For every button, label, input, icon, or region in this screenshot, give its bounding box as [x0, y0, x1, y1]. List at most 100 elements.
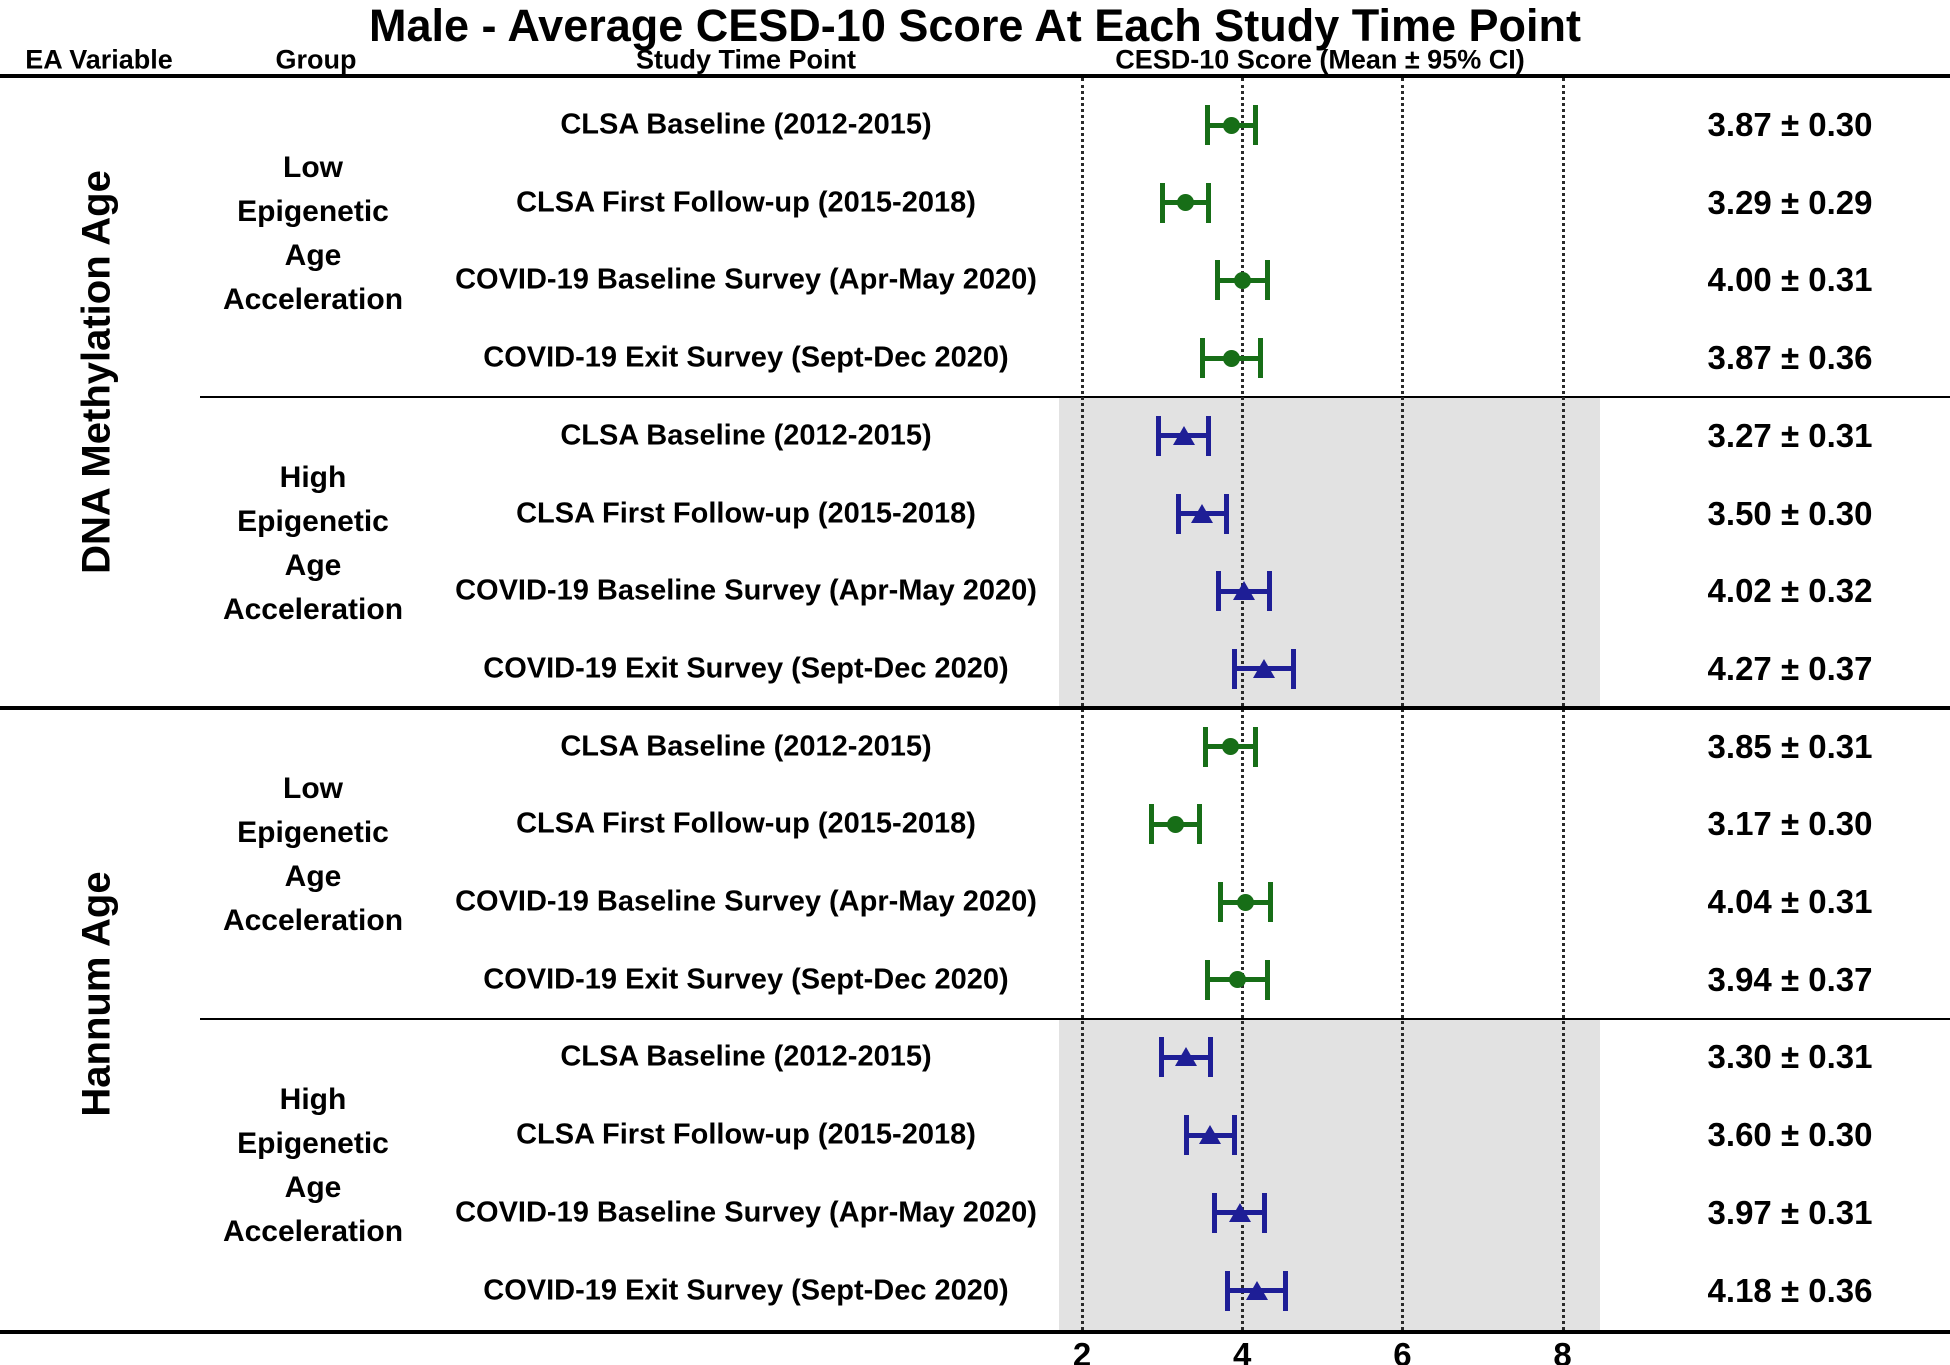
column-header-group: Group — [275, 44, 357, 75]
group-label-line: Epigenetic — [237, 194, 389, 228]
mean-marker-triangle-icon — [1232, 581, 1255, 601]
mean-ci-value-label: 3.17 ± 0.30 — [1707, 805, 1873, 843]
group-separator-line — [200, 395, 1950, 398]
study-time-point-label: COVID-19 Exit Survey (Sept-Dec 2020) — [483, 963, 1009, 996]
error-bar-right-cap — [1252, 726, 1258, 767]
study-time-point-label: CLSA First Follow-up (2015-2018) — [516, 1118, 976, 1151]
mean-ci-value-label: 3.30 ± 0.31 — [1707, 1038, 1873, 1076]
x-axis-tick-label: 8 — [1553, 1336, 1572, 1365]
error-bar-right-cap — [1206, 182, 1212, 223]
mean-ci-value-label: 4.18 ± 0.36 — [1707, 1271, 1873, 1309]
gridline — [1241, 78, 1245, 1330]
column-header-ea-variable: EA Variable — [25, 44, 173, 75]
study-time-point-label: CLSA First Follow-up (2015-2018) — [516, 807, 976, 840]
study-time-point-label: COVID-19 Exit Survey (Sept-Dec 2020) — [483, 652, 1009, 685]
mean-ci-value-label: 3.97 ± 0.31 — [1707, 1193, 1873, 1231]
mean-ci-value-label: 3.50 ± 0.30 — [1707, 494, 1873, 532]
gridline — [1561, 78, 1565, 1330]
mean-marker-circle-icon — [1233, 271, 1251, 289]
gridline — [1081, 78, 1084, 1330]
group-label-line: Low — [282, 772, 343, 806]
x-axis-line — [0, 1330, 1950, 1334]
mean-marker-circle-icon — [1176, 194, 1194, 212]
error-bar-left-cap — [1175, 493, 1181, 534]
shaded-band — [1059, 397, 1600, 706]
mean-marker-circle-icon — [1223, 349, 1241, 367]
group-label: High Epigenetic Age Acceleration — [223, 456, 403, 632]
mean-ci-value-label: 4.02 ± 0.32 — [1707, 572, 1873, 610]
group-label-line: High — [279, 1082, 347, 1116]
mean-marker-triangle-icon — [1252, 658, 1275, 678]
error-bar-left-cap — [1215, 571, 1221, 612]
mean-marker-triangle-icon — [1199, 1125, 1222, 1145]
section-separator-line — [0, 705, 1950, 710]
study-time-point-label: COVID-19 Baseline Survey (Apr-May 2020) — [455, 885, 1037, 918]
study-time-point-label: CLSA First Follow-up (2015-2018) — [516, 497, 976, 529]
error-bar-right-cap — [1264, 260, 1270, 301]
gridline — [1401, 78, 1405, 1330]
error-bar-right-cap — [1266, 571, 1272, 612]
error-bar-right-cap — [1197, 804, 1203, 845]
group-label-line: Epigenetic — [237, 1126, 389, 1160]
mean-ci-value-label: 3.94 ± 0.37 — [1707, 960, 1873, 998]
figure-title: Male - Average CESD-10 Score At Each Stu… — [368, 0, 1581, 51]
group-label: Low Epigenetic Age Acceleration — [223, 146, 403, 322]
mean-marker-circle-icon — [1223, 116, 1241, 134]
error-bar-right-cap — [1206, 415, 1212, 456]
group-label-line: Age — [284, 238, 342, 272]
study-time-point-label: CLSA Baseline (2012-2015) — [560, 108, 932, 141]
study-time-point-label: CLSA Baseline (2012-2015) — [560, 1040, 932, 1073]
error-bar-right-cap — [1253, 105, 1259, 145]
error-bar-right-cap — [1267, 882, 1273, 922]
group-label-line: Low — [282, 150, 343, 184]
mean-marker-triangle-icon — [1228, 1202, 1251, 1222]
mean-ci-value-label: 3.87 ± 0.36 — [1707, 339, 1873, 377]
ea-variable-label: Hannum Age — [74, 870, 119, 1117]
mean-ci-value-label: 4.00 ± 0.31 — [1707, 261, 1873, 299]
error-bar-right-cap — [1262, 1192, 1268, 1233]
group-label: High Epigenetic Age Acceleration — [223, 1078, 403, 1254]
mean-marker-triangle-icon — [1191, 503, 1214, 523]
mean-ci-value-label: 4.04 ± 0.31 — [1707, 883, 1873, 920]
mean-marker-circle-icon — [1236, 893, 1254, 911]
error-bar-right-cap — [1223, 493, 1229, 534]
column-header-study-time-point: Study Time Point — [635, 44, 857, 75]
error-bar-right-cap — [1231, 1115, 1237, 1156]
error-bar-right-cap — [1258, 338, 1264, 379]
error-bar-left-cap — [1149, 804, 1155, 845]
group-label-line: Age — [284, 1170, 342, 1204]
group-label-line: Acceleration — [222, 904, 404, 938]
error-bar-left-cap — [1156, 415, 1162, 456]
error-bar-right-cap — [1208, 1037, 1214, 1078]
error-bar-right-cap — [1264, 959, 1270, 1000]
error-bar-right-cap — [1282, 1270, 1288, 1311]
error-bar-left-cap — [1183, 1115, 1189, 1156]
group-separator-line — [200, 1017, 1950, 1020]
error-bar-left-cap — [1218, 882, 1224, 922]
error-bar-left-cap — [1205, 959, 1211, 1000]
x-axis-tick-label: 4 — [1233, 1336, 1252, 1365]
group-label-line: Age — [284, 549, 342, 583]
mean-marker-triangle-icon — [1245, 1280, 1268, 1300]
group-label-line: Acceleration — [222, 282, 404, 316]
x-axis-tick-label: 2 — [1072, 1336, 1092, 1365]
group-label-line: Age — [284, 860, 342, 894]
study-time-point-label: COVID-19 Exit Survey (Sept-Dec 2020) — [483, 1274, 1009, 1306]
error-bar-left-cap — [1200, 338, 1206, 379]
mean-marker-triangle-icon — [1175, 1047, 1198, 1067]
error-bar-left-cap — [1225, 1270, 1231, 1311]
study-time-point-label: CLSA Baseline (2012-2015) — [560, 419, 932, 452]
x-axis-tick-label: 6 — [1393, 1336, 1412, 1365]
group-label-line: Acceleration — [222, 593, 404, 627]
study-time-point-label: CLSA First Follow-up (2015-2018) — [516, 186, 976, 219]
error-bar-left-cap — [1205, 105, 1211, 145]
mean-ci-value-label: 3.85 ± 0.31 — [1707, 727, 1873, 765]
group-label: Low Epigenetic Age Acceleration — [223, 767, 403, 943]
group-label-line: Epigenetic — [237, 816, 389, 850]
mean-ci-value-label: 3.29 ± 0.29 — [1707, 183, 1873, 221]
column-header-score: CESD-10 Score (Mean ± 95% CI) — [1115, 44, 1525, 75]
error-bar-left-cap — [1159, 182, 1165, 223]
mean-marker-circle-icon — [1221, 738, 1239, 756]
mean-ci-value-label: 4.27 ± 0.37 — [1707, 649, 1873, 687]
group-label-line: Epigenetic — [237, 505, 389, 539]
